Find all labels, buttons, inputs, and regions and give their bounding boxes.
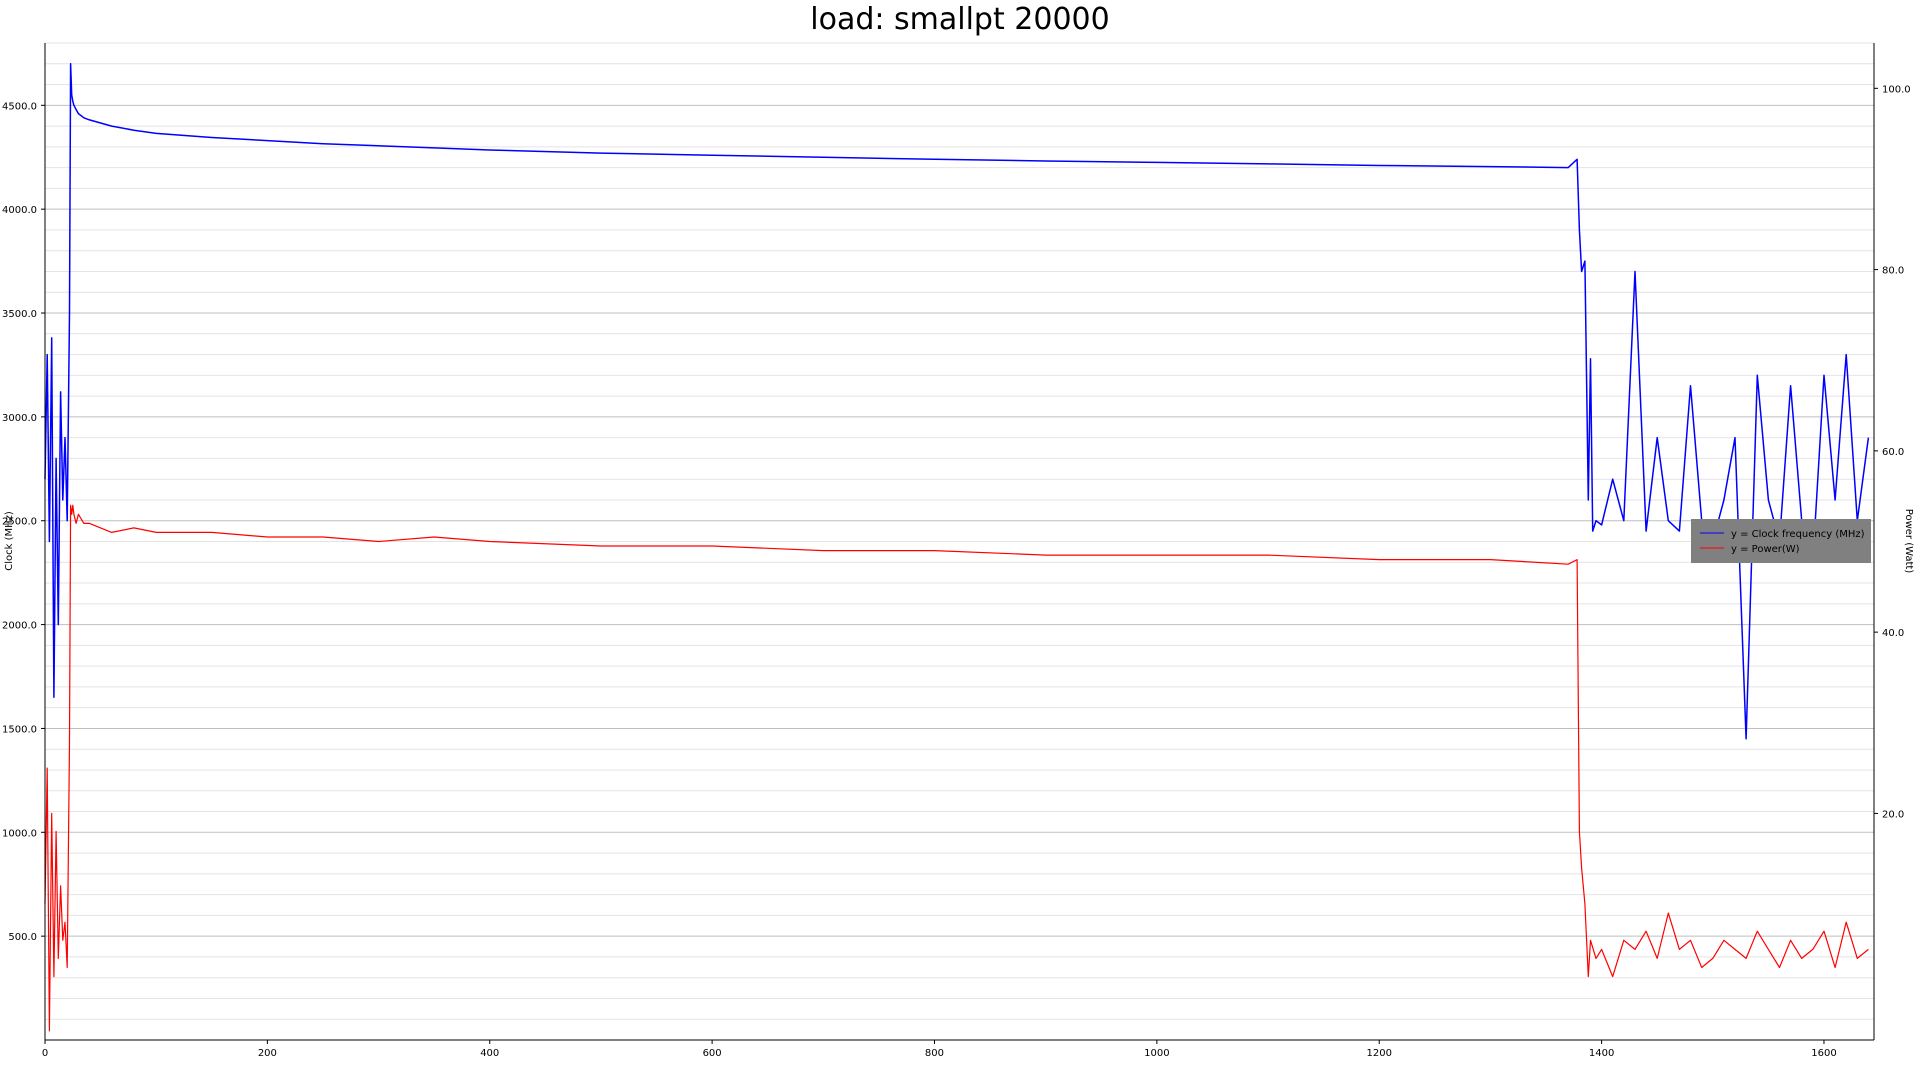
y-tick-label: 1500.0 <box>2 724 37 735</box>
chart-title: load: smallpt 20000 <box>810 2 1110 37</box>
y2-tick-label: 60.0 <box>1882 447 1904 458</box>
x-tick-label: 0 <box>42 1048 48 1059</box>
x-tick-label: 200 <box>258 1048 277 1059</box>
y-axis-label: Clock (MHz) <box>4 511 15 571</box>
y2-axis-label: Power (Watt) <box>1903 509 1914 574</box>
y2-tick-label: 40.0 <box>1882 628 1904 639</box>
legend-label-power: y = Power(W) <box>1731 544 1800 555</box>
y-tick-label: 4000.0 <box>2 205 37 216</box>
x-tick-label: 400 <box>480 1048 499 1059</box>
y-tick-label: 500.0 <box>8 932 37 943</box>
y-tick-label: 3500.0 <box>2 309 37 320</box>
y2-tick-label: 20.0 <box>1882 809 1904 820</box>
minor-gridlines <box>45 42 1874 1020</box>
y-tick-label: 4500.0 <box>2 101 37 112</box>
x-tick-label: 800 <box>925 1048 944 1059</box>
x-tick-label: 1000 <box>1144 1048 1169 1059</box>
x-tick-label: 1600 <box>1811 1048 1836 1059</box>
x-tick-label: 600 <box>703 1048 722 1059</box>
y-tick-label: 2000.0 <box>2 621 37 632</box>
series-line-power <box>44 504 1869 1032</box>
y2-tick-label: 80.0 <box>1882 266 1904 277</box>
x-tick-label: 1400 <box>1589 1048 1614 1059</box>
y2-tick-label: 100.0 <box>1882 84 1911 95</box>
x-tick-label: 1200 <box>1366 1048 1391 1059</box>
y-tick-label: 2500.0 <box>2 517 37 528</box>
series-line-clock <box>44 63 1870 740</box>
y-tick-label: 1000.0 <box>2 828 37 839</box>
legend-label-clock: y = Clock frequency (MHz) <box>1731 529 1865 540</box>
y-tick-label: 3000.0 <box>2 413 37 424</box>
tick-labels: 0 200 400 600 800 1000 1200 1400 1600 500.0 1000.0… <box>2 84 1911 1059</box>
legend: y = Clock frequency (MHz) y = Power(W) <box>1691 519 1871 563</box>
legend-box <box>1691 519 1871 563</box>
major-gridlines <box>45 104 1874 937</box>
series-layer <box>44 63 1870 1032</box>
